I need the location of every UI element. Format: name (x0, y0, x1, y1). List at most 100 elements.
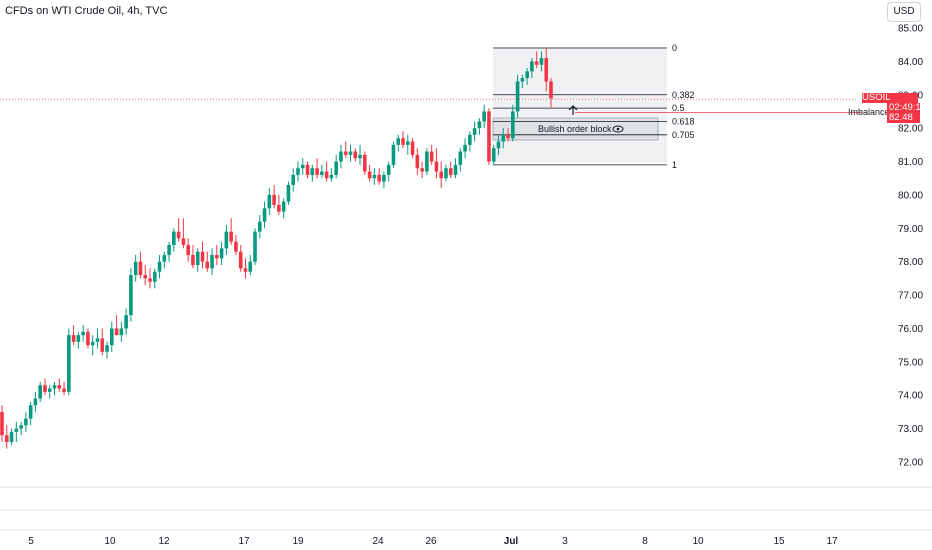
candles-layer (0, 48, 553, 449)
candle-body (248, 261, 253, 272)
last-price-value: 82.87 (864, 102, 888, 113)
candle-body (477, 121, 482, 129)
candle-body (496, 141, 501, 149)
candle-body (277, 204, 281, 212)
candle-body (415, 154, 420, 169)
candle-body (90, 341, 95, 346)
candle-body (215, 255, 219, 259)
y-tick-label: 76.00 (898, 324, 923, 335)
candle-body (300, 164, 305, 169)
candle-body (200, 251, 205, 262)
countdown-tag: 02:49:18 (887, 102, 926, 113)
candle-body (372, 174, 377, 179)
x-tick-label: 10 (104, 536, 116, 547)
candle-body (286, 184, 291, 202)
candle-body (272, 194, 276, 205)
y-tick-label: 79.00 (898, 224, 923, 235)
candle-body (305, 164, 310, 175)
candle-body (487, 111, 491, 162)
time-axis[interactable]: 5 10 12 17 19 24 26 Jul 3 8 10 15 17 (28, 536, 838, 547)
candle-body (81, 331, 85, 336)
x-tick-label: 19 (292, 536, 304, 547)
up-arrow-icon (568, 105, 578, 115)
x-tick-label: 15 (773, 536, 785, 547)
candle-body (95, 338, 100, 342)
y-tick-label: 72.00 (898, 458, 923, 469)
candle-body (391, 144, 396, 165)
candle-body (4, 435, 9, 442)
candle-body (262, 208, 267, 222)
candle-body (105, 345, 109, 352)
candle-body (19, 425, 23, 429)
candle-body (243, 268, 248, 272)
x-tick-label: 5 (28, 536, 34, 547)
fib-level-label: 0.5 (672, 103, 685, 113)
y-tick-label: 73.00 (898, 424, 923, 435)
candle-body (162, 255, 167, 262)
candle-body (296, 168, 300, 175)
candle-body (382, 174, 386, 182)
candle-body (86, 331, 90, 346)
candle-body (463, 144, 467, 152)
currency-button[interactable]: USD (887, 2, 921, 22)
candle-body (549, 81, 553, 99)
candle-body (76, 335, 81, 342)
x-tick-label: 10 (692, 536, 704, 547)
candle-body (229, 231, 233, 242)
candle-body (534, 61, 539, 65)
fib-level-label: 0.618 (672, 116, 695, 126)
candle-body (28, 405, 33, 419)
candle-body (334, 161, 338, 175)
x-tick-label: Jul (504, 536, 519, 547)
candle-body (386, 164, 391, 175)
y-tick-label: 78.00 (898, 257, 923, 268)
chart-title: CFDs on WTI Crude Oil, 4h, TVC (5, 5, 168, 17)
candle-body (339, 151, 343, 162)
y-tick-label: 77.00 (898, 291, 923, 302)
candle-body (367, 171, 372, 179)
candle-body (195, 251, 200, 266)
candle-body (439, 171, 443, 179)
candle-body (129, 275, 133, 316)
fib-level-label: 0.705 (672, 130, 695, 140)
candle-body (425, 151, 429, 172)
candle-body (219, 248, 224, 259)
candle-body (176, 231, 181, 239)
candle-body (324, 171, 329, 179)
y-tick-label: 82.00 (898, 124, 923, 135)
fib-zone[interactable] (493, 47, 667, 162)
fib-level-label: 1 (672, 160, 677, 170)
fib-level-label: 0.382 (672, 90, 695, 100)
candle-body (525, 71, 529, 79)
candle-body (9, 431, 14, 442)
candle-body (0, 411, 4, 436)
candle-body (210, 255, 214, 269)
candle-body (491, 148, 496, 162)
y-tick-label: 81.00 (898, 157, 923, 168)
x-tick-label: 24 (372, 536, 384, 547)
candle-body (281, 201, 286, 212)
candle-body (343, 151, 348, 155)
candle-body (329, 174, 334, 179)
candle-body (205, 261, 210, 269)
candle-body (358, 154, 362, 159)
candle-body (14, 428, 19, 432)
candle-body (458, 151, 463, 165)
candle-body (133, 261, 138, 276)
candle-body (67, 335, 71, 392)
candle-body (157, 261, 162, 272)
candle-body (47, 388, 52, 392)
candle-body (167, 245, 171, 256)
candle-body (320, 171, 324, 175)
candle-body (448, 168, 453, 175)
imbalance-label: Imbalance (848, 107, 890, 117)
candle-body (267, 194, 272, 209)
fib-retracement[interactable]: 0 0.382 0.5 0.618 0.705 1 (493, 43, 695, 170)
eye-icon[interactable] (612, 125, 624, 133)
candle-body (181, 238, 186, 245)
candle-body (119, 328, 124, 336)
candle-body (544, 58, 549, 82)
candle-body (315, 168, 319, 175)
candle-body (511, 111, 515, 139)
